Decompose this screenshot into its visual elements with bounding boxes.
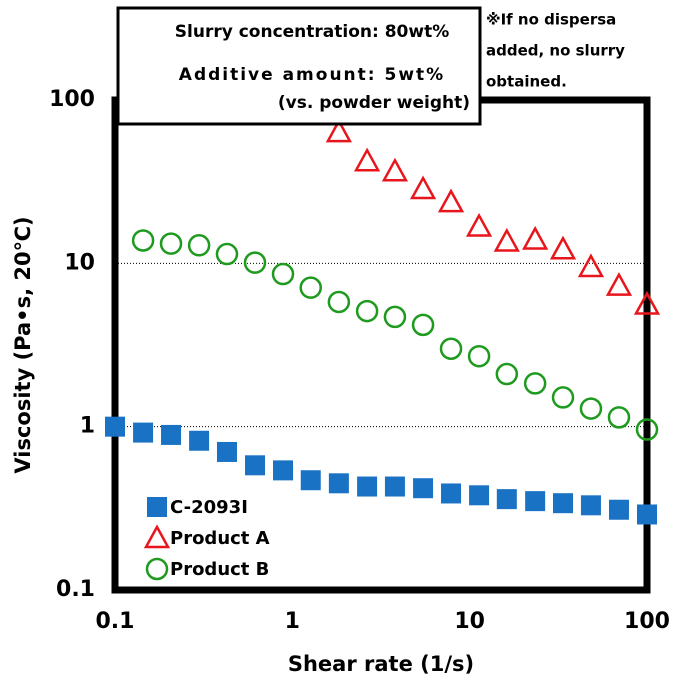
legend-label: Product B xyxy=(170,559,269,580)
x-tick-label: 1 xyxy=(285,609,300,634)
y-tick-label: 1 xyxy=(80,414,95,439)
data-point xyxy=(245,455,266,476)
ticks: 0.1 1 10 100 0.1 1 10 100 xyxy=(49,87,670,634)
data-point xyxy=(215,242,239,266)
y-tick-label: 100 xyxy=(49,87,95,112)
data-point xyxy=(187,234,211,257)
data-point xyxy=(607,406,631,429)
data-point xyxy=(325,118,352,143)
data-point xyxy=(299,276,322,299)
data-point xyxy=(577,253,605,278)
data-point xyxy=(300,470,321,491)
data-point xyxy=(493,227,520,252)
x-axis-label: Shear rate (1/s) xyxy=(288,652,474,676)
data-point xyxy=(467,344,491,368)
data-point xyxy=(441,483,462,504)
y-axis-label: Viscosity (Pa•s, 20℃) xyxy=(11,216,35,473)
data-point xyxy=(216,441,237,462)
data-point xyxy=(243,251,267,274)
data-point xyxy=(525,491,546,512)
data-point xyxy=(273,460,294,481)
data-point xyxy=(495,362,519,386)
legend-symbol xyxy=(143,524,171,549)
title-line: Additive amount: 5wt% xyxy=(179,65,445,85)
data-point xyxy=(159,232,183,255)
data-point xyxy=(133,422,154,443)
annotation: ※If no dispersa xyxy=(486,11,616,29)
data-point xyxy=(522,225,549,250)
data-point xyxy=(608,499,629,520)
annotation: added, no slurry xyxy=(486,42,625,60)
data-point xyxy=(105,416,125,437)
data-point xyxy=(469,485,490,506)
data-point xyxy=(413,478,434,499)
data-point xyxy=(437,188,465,213)
data-point xyxy=(551,386,575,409)
title-line: Slurry concentration: 80wt% xyxy=(175,22,449,42)
data-point xyxy=(553,493,574,514)
legend-symbol xyxy=(147,497,167,517)
legend-symbol xyxy=(145,557,169,581)
data-point xyxy=(381,157,409,182)
data-point xyxy=(637,504,657,525)
data-point xyxy=(549,235,577,260)
legend: C-2093I Product A Product B xyxy=(143,497,270,581)
data-point xyxy=(439,337,463,360)
y-tick-label: 0.1 xyxy=(56,577,95,602)
data-point xyxy=(328,473,349,494)
data-point xyxy=(496,489,517,510)
data-point xyxy=(465,212,493,237)
markers xyxy=(105,118,661,525)
x-tick-label: 10 xyxy=(454,609,485,634)
data-point xyxy=(633,290,661,315)
annotation: obtained. xyxy=(486,73,567,91)
data-point xyxy=(384,476,405,497)
data-point xyxy=(353,147,381,172)
title-box xyxy=(116,6,482,126)
y-tick-label: 10 xyxy=(64,250,95,275)
data-point xyxy=(327,290,351,314)
data-point xyxy=(580,495,601,516)
data-point xyxy=(355,299,379,323)
data-point xyxy=(605,272,633,296)
data-point xyxy=(523,372,547,395)
data-point xyxy=(131,229,155,252)
data-point xyxy=(383,305,407,329)
data-point xyxy=(635,418,659,441)
data-point xyxy=(271,262,295,286)
x-tick-label: 100 xyxy=(624,609,670,634)
data-point xyxy=(411,313,435,337)
data-point xyxy=(579,397,603,420)
x-tick-label: 0.1 xyxy=(96,609,135,634)
legend-label: Product A xyxy=(170,528,270,549)
title-line: (vs. powder weight) xyxy=(278,93,470,113)
data-point xyxy=(189,430,210,451)
data-point xyxy=(357,476,378,497)
data-point xyxy=(409,175,437,200)
data-point xyxy=(161,424,182,445)
legend-label: C-2093I xyxy=(170,497,248,518)
